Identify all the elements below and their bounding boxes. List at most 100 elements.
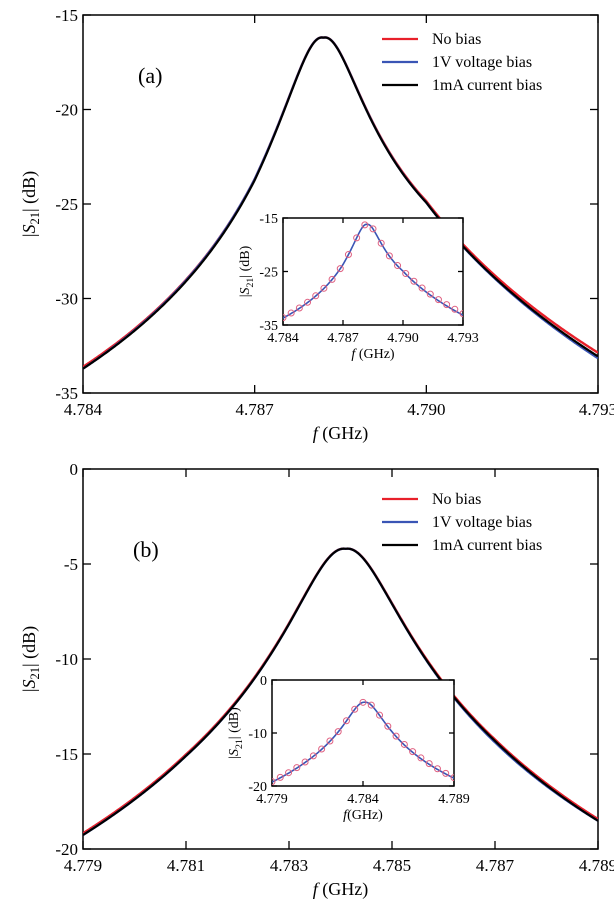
inset-y-tick-label: -35 <box>259 319 278 334</box>
inset-x-tick-label: 4.790 <box>387 331 419 346</box>
y-tick-label: -20 <box>55 840 78 859</box>
inset-data-point <box>295 304 303 312</box>
x-axis-label: f (GHz) <box>313 423 369 444</box>
y-tick-label: -15 <box>55 745 78 764</box>
chart-panel-a: 4.784 4.787 4.790 4.793 -35 -30 -25 -20 -15 f (GH… <box>19 6 614 444</box>
x-tick-label: 4.789 <box>579 856 614 875</box>
inset-y-tick-label: -10 <box>248 727 267 742</box>
y-tick-label: -30 <box>55 290 78 309</box>
inset-data-point <box>334 728 342 736</box>
inset-fit-line <box>283 223 463 319</box>
x-axis-label: f (GHz) <box>313 879 369 900</box>
inset-data-point <box>309 752 317 760</box>
inset-data-point <box>287 309 295 317</box>
inset-data-point <box>276 773 284 781</box>
inset-x-tick-label: 4.779 <box>256 792 288 807</box>
panel-label: (b) <box>133 537 159 562</box>
inset-x-axis-label: f(GHz) <box>343 808 383 823</box>
inset-y-axis-label: |S21| (dB) <box>238 245 256 297</box>
chart-panel-b: 4.779 4.781 4.783 4.785 4.787 4.789 -20 -15 -10 -… <box>19 460 614 900</box>
inset-data-point <box>443 301 451 309</box>
inset-data-point <box>426 290 434 298</box>
inset-background <box>283 218 463 325</box>
inset-data-point <box>425 760 433 768</box>
x-tick-label: 4.779 <box>64 856 102 875</box>
inset-data-point <box>400 740 408 748</box>
x-tick-label: 4.784 <box>64 400 103 419</box>
inset-data-point <box>283 314 287 322</box>
inset-x-tick-label: 4.793 <box>447 331 479 346</box>
inset-y-axis-label: |S21| (dB) <box>227 707 245 759</box>
legend-entry-no-bias: No bias <box>432 491 481 508</box>
inset-data-point <box>434 296 442 304</box>
y-tick-label: -15 <box>55 6 78 25</box>
inset-data-point <box>367 701 375 709</box>
inset-data-point <box>272 778 276 786</box>
x-tick-label: 4.790 <box>407 400 445 419</box>
inset-data-point <box>304 298 312 306</box>
series-line-current-bias <box>83 547 598 836</box>
inset-data-point <box>312 292 320 300</box>
y-axis-label: |S21| (dB) <box>19 626 42 692</box>
inset-y-tick-label: 0 <box>260 674 267 689</box>
legend-entry-current-bias: 1mA current bias <box>432 77 542 94</box>
inset-data-point <box>410 277 418 285</box>
inset-data-point <box>417 754 425 762</box>
inset-data-point <box>376 711 384 719</box>
inset-data-point <box>377 239 385 247</box>
x-tick-label: 4.781 <box>167 856 205 875</box>
y-tick-label: -5 <box>64 555 78 574</box>
y-tick-label: -20 <box>55 101 78 120</box>
inset-data-point <box>342 717 350 725</box>
y-tick-label: -25 <box>55 195 78 214</box>
inset-data-point <box>450 774 454 782</box>
inset-data-point <box>320 284 328 292</box>
x-tick-label: 4.785 <box>373 856 411 875</box>
inset-data-point <box>384 722 392 730</box>
inset-x-axis-label: f (GHz) <box>351 347 394 362</box>
inset-data-point <box>285 769 293 777</box>
inset-data-point <box>369 225 377 233</box>
inset-y-tick-label: -15 <box>259 212 278 227</box>
y-axis-label: |S21| (dB) <box>19 171 42 237</box>
inset-data-point <box>353 234 361 242</box>
x-tick-label: 4.793 <box>579 400 614 419</box>
inset-background <box>272 680 454 786</box>
inset-x-tick-label: 4.784 <box>267 331 299 346</box>
x-tick-label: 4.787 <box>476 856 515 875</box>
inset-data-point <box>394 262 402 270</box>
y-tick-label: -10 <box>55 650 78 669</box>
legend-entry-no-bias: No bias <box>432 31 481 48</box>
inset-data-point <box>409 748 417 756</box>
inset-y-tick-label: -25 <box>259 266 278 281</box>
inset-x-tick-label: 4.784 <box>347 792 379 807</box>
inset-fit-line <box>272 701 454 783</box>
inset-data-point <box>336 265 344 273</box>
inset-data-point <box>326 737 334 745</box>
inset-x-tick-label: 4.789 <box>438 792 470 807</box>
y-tick-label: 0 <box>70 460 79 479</box>
inset-data-point <box>459 310 463 318</box>
inset-data-point <box>351 705 359 713</box>
inset-data-point <box>402 270 410 278</box>
inset-data-point <box>301 758 309 766</box>
legend-entry-voltage-bias: 1V voltage bias <box>432 54 532 71</box>
inset-data-point <box>418 284 426 292</box>
legend-entry-current-bias: 1mA current bias <box>432 537 542 554</box>
panel-label: (a) <box>138 63 162 88</box>
x-tick-label: 4.783 <box>270 856 308 875</box>
inset-y-tick-label: -20 <box>248 780 267 795</box>
inset-data-point <box>293 764 301 772</box>
inset-data-point <box>328 275 336 283</box>
x-tick-label: 4.787 <box>236 400 275 419</box>
legend-entry-voltage-bias: 1V voltage bias <box>432 514 532 531</box>
y-tick-label: -35 <box>55 384 78 403</box>
inset-data-point <box>385 252 393 260</box>
inset-data-point <box>451 305 459 313</box>
series-line-current-bias <box>83 36 598 370</box>
inset-data-point <box>433 765 441 773</box>
inset-data-point <box>442 769 450 777</box>
inset-data-point <box>344 251 352 259</box>
inset-data-point <box>392 732 400 740</box>
